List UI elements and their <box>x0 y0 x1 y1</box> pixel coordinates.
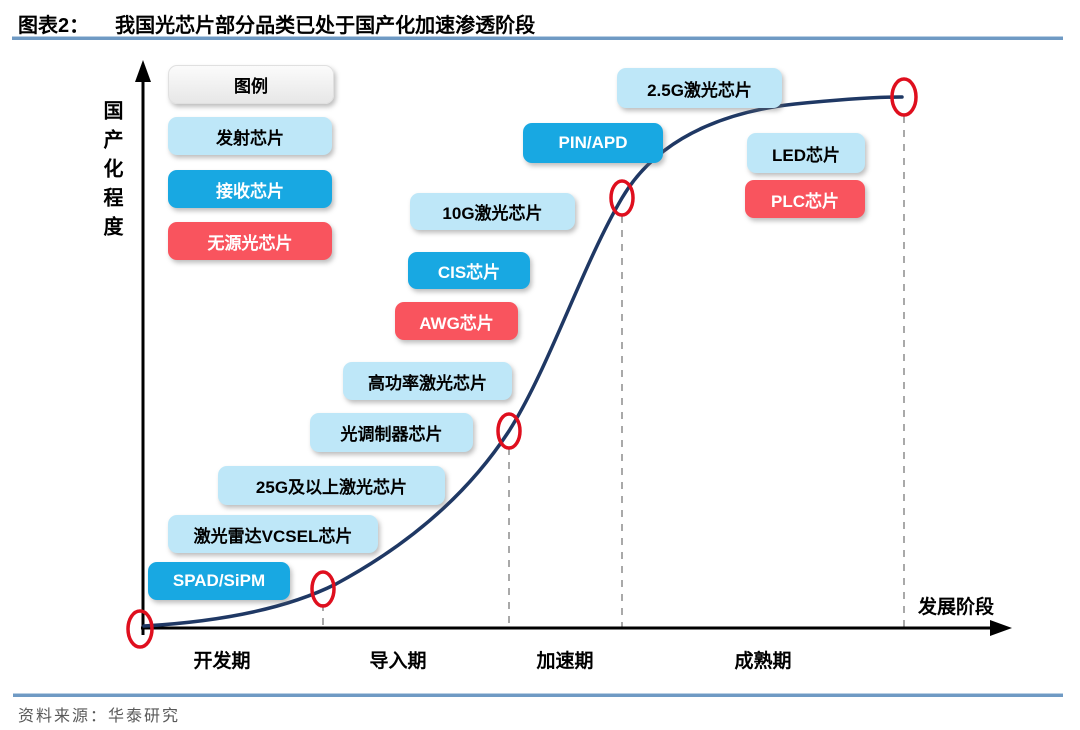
chip-pin-apd: PIN/APD <box>523 123 663 163</box>
chip-10g-laser: 10G激光芯片 <box>410 193 575 230</box>
chip-modulator: 光调制器芯片 <box>310 413 473 452</box>
chip-cis: CIS芯片 <box>408 252 530 289</box>
curve-marker-2 <box>496 412 522 450</box>
y-axis-label: 国产化程度 <box>100 100 122 245</box>
chip-2-5g-laser: 2.5G激光芯片 <box>617 68 782 108</box>
title-rule <box>12 36 1063 40</box>
chip-lidar-vcsel: 激光雷达VCSEL芯片 <box>168 515 378 553</box>
chip-awg: AWG芯片 <box>395 302 518 340</box>
figure-label: 图表2： <box>18 15 90 37</box>
stage-label-1: 开发期 <box>193 651 251 672</box>
header: 图表2： 我国光芯片部分品类已处于国产化加速渗透阶段 <box>18 9 535 38</box>
stage-label-4: 成熟期 <box>734 651 792 672</box>
chart-area: 国产化程度 发展阶段 开发期 导入期 加速期 成熟期 图例 发射芯片 接收芯片 无源光芯片 … <box>0 40 1080 690</box>
x-axis-arrow-icon <box>990 620 1012 636</box>
chip-25g-laser: 25G及以上激光芯片 <box>218 466 445 505</box>
chip-spad-sipm: SPAD/SiPM <box>148 562 290 600</box>
legend-item-passive: 无源光芯片 <box>168 222 332 260</box>
chip-high-power-laser: 高功率激光芯片 <box>343 362 512 400</box>
stage-label-2: 导入期 <box>369 651 427 672</box>
x-axis-label: 发展阶段 <box>918 597 995 618</box>
curve-marker-origin <box>126 609 154 649</box>
s-curve <box>142 95 904 628</box>
legend-title: 图例 <box>168 65 334 104</box>
chip-led: LED芯片 <box>747 133 865 173</box>
curve-marker-4 <box>890 77 918 117</box>
source-note: 资料来源：华泰研究 <box>18 708 181 725</box>
legend-item-transmitter: 发射芯片 <box>168 117 332 155</box>
stage-label-3: 加速期 <box>536 651 594 672</box>
legend-item-receiver: 接收芯片 <box>168 170 332 208</box>
footer-rule <box>13 693 1063 697</box>
y-axis-arrow-icon <box>135 60 151 82</box>
curve-marker-1 <box>310 570 336 608</box>
chip-plc: PLC芯片 <box>745 180 865 218</box>
curve-canvas <box>126 60 1012 649</box>
curve-marker-3 <box>609 179 635 217</box>
chart-title: 我国光芯片部分品类已处于国产化加速渗透阶段 <box>115 15 536 37</box>
